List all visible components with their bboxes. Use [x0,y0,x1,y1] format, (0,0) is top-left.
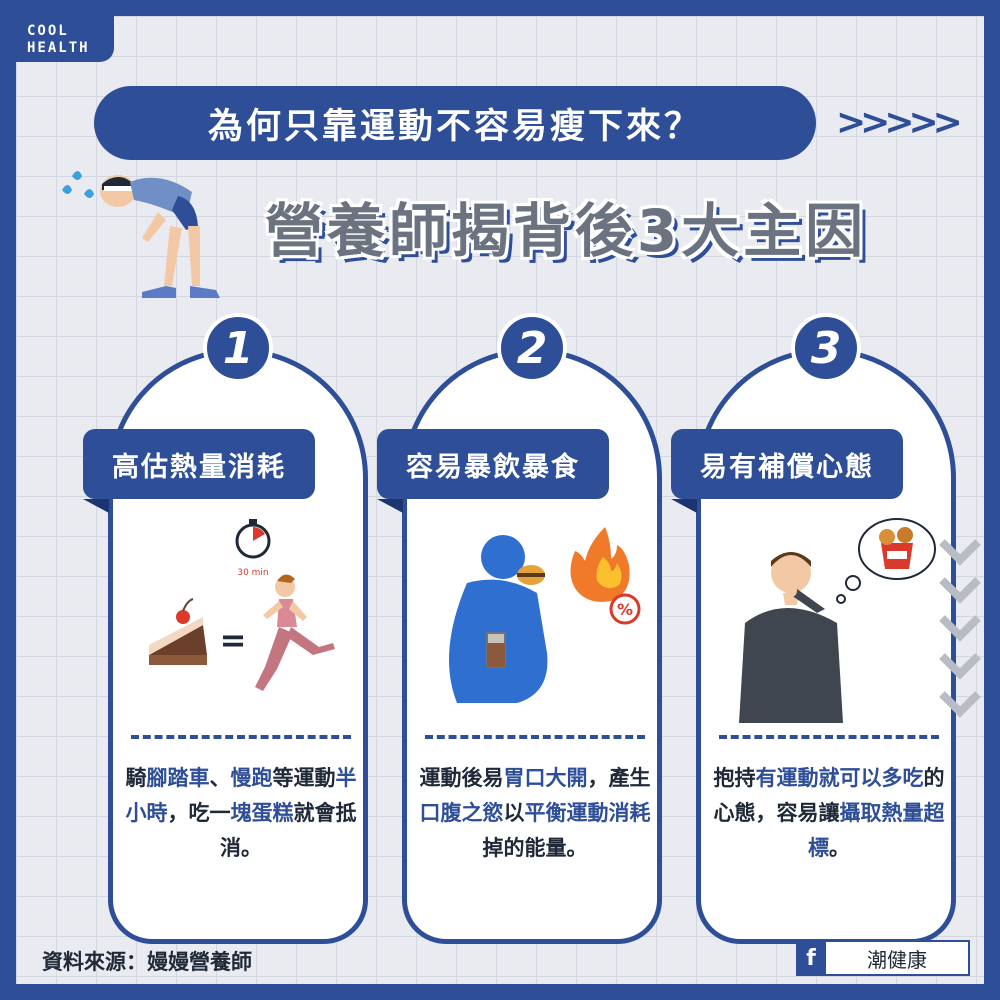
running-woman-icon [255,574,335,691]
eating-man-icon [449,535,548,703]
card-2-number: 2 [497,313,567,383]
text-highlight: 胃口大開 [503,766,588,790]
label-fold [377,499,403,513]
card-2-label: 容易暴飲暴食 [377,429,609,499]
text-segment: ，產生 [587,766,651,790]
timer-label: 30 min [237,568,268,578]
card-1: 1 高估熱量消耗 30 min = [83,313,368,944]
arrows-decoration: >>>>> [836,102,963,143]
divider [719,735,939,739]
text-highlight: 多吃 [881,766,924,790]
stopwatch-icon: 30 min [235,519,271,578]
logo-line-2: HEALTH [27,40,90,56]
fried-chicken-thought-icon [836,518,936,604]
sweat-drops-icon [62,171,94,198]
card-3-number: 3 [791,313,861,383]
text-segment: 抱持 [713,766,756,790]
divider [425,735,645,739]
card-2-illustration: % [449,527,641,703]
card-3-text: 抱持有運動就可以多吃的心態，容易讓攝取熱量超標。 [711,761,947,866]
cake-icon [149,598,207,665]
fire-icon: % [570,527,641,625]
text-highlight: 慢跑 [230,766,273,790]
tired-runner-icon [62,171,220,298]
text-highlight: 有運動就可以 [755,766,882,790]
logo-line-1: COOL [27,23,69,39]
text-segment: 的心態，容易讓 [713,766,945,825]
page-subtitle: 營養師揭背後3大主因 [264,197,868,265]
text-segment: 騎 [125,766,147,790]
text-segment: 、 [209,766,231,790]
thinking-man-icon [739,552,843,723]
facebook-page-name: 潮健康 [867,947,927,972]
text-segment: 掉的能量。 [482,836,588,860]
text-highlight: 塊蛋糕 [230,801,294,825]
facebook-icon: f [796,942,826,974]
text-segment: 。 [829,836,850,860]
card-1-illustration: 30 min = [149,519,335,691]
chevron-down-icon [939,539,981,718]
divider [131,735,351,739]
card-1-text: 騎腳踏車、慢跑等運動半小時，吃一塊蛋糕就會抵消。 [123,761,359,866]
infographic-frame: COOL HEALTH 為何只靠運動不容易瘦下來？ >>>>> 營養師揭背後3大… [16,16,984,984]
text-segment: 就會抵消。 [220,801,357,860]
card-1-label: 高估熱量消耗 [83,429,315,499]
card-3-illustration [739,518,936,723]
card-3-label: 易有補償心態 [671,429,903,499]
brand-logo: COOL HEALTH [16,16,114,62]
text-segment: 等運動 [272,766,336,790]
source-credit: 資料來源：嫚嫚營養師 [42,950,252,974]
card-1-number: 1 [203,313,273,383]
facebook-page-badge[interactable]: f 潮健康 [796,940,970,976]
text-segment: 運動後易 [419,766,504,790]
card-2-text: 運動後易胃口大開，產生口腹之慾以平衡運動消耗掉的能量。 [417,761,653,866]
card-3: 3 易有補償心態 抱持有運動就可以多吃的 [671,313,956,944]
label-fold [671,499,697,513]
text-segment: 以 [503,801,525,825]
text-highlight: 腳踏車 [146,766,210,790]
text-highlight: 攝取熱量超標 [808,801,945,860]
text-highlight: 平衡運動消耗 [524,801,651,825]
card-2: 2 容易暴飲暴食 % 運動後易胃口大開，產生口腹之慾以平衡運動消耗掉的能量。 [377,313,662,944]
text-segment: ，吃一 [167,801,231,825]
page-title: 為何只靠運動不容易瘦下來？ [94,86,816,160]
equals-sign: = [220,621,247,659]
text-highlight: 半小時 [125,766,357,825]
percent-badge: % [617,600,633,619]
text-highlight: 口腹之慾 [419,801,504,825]
label-fold [83,499,109,513]
